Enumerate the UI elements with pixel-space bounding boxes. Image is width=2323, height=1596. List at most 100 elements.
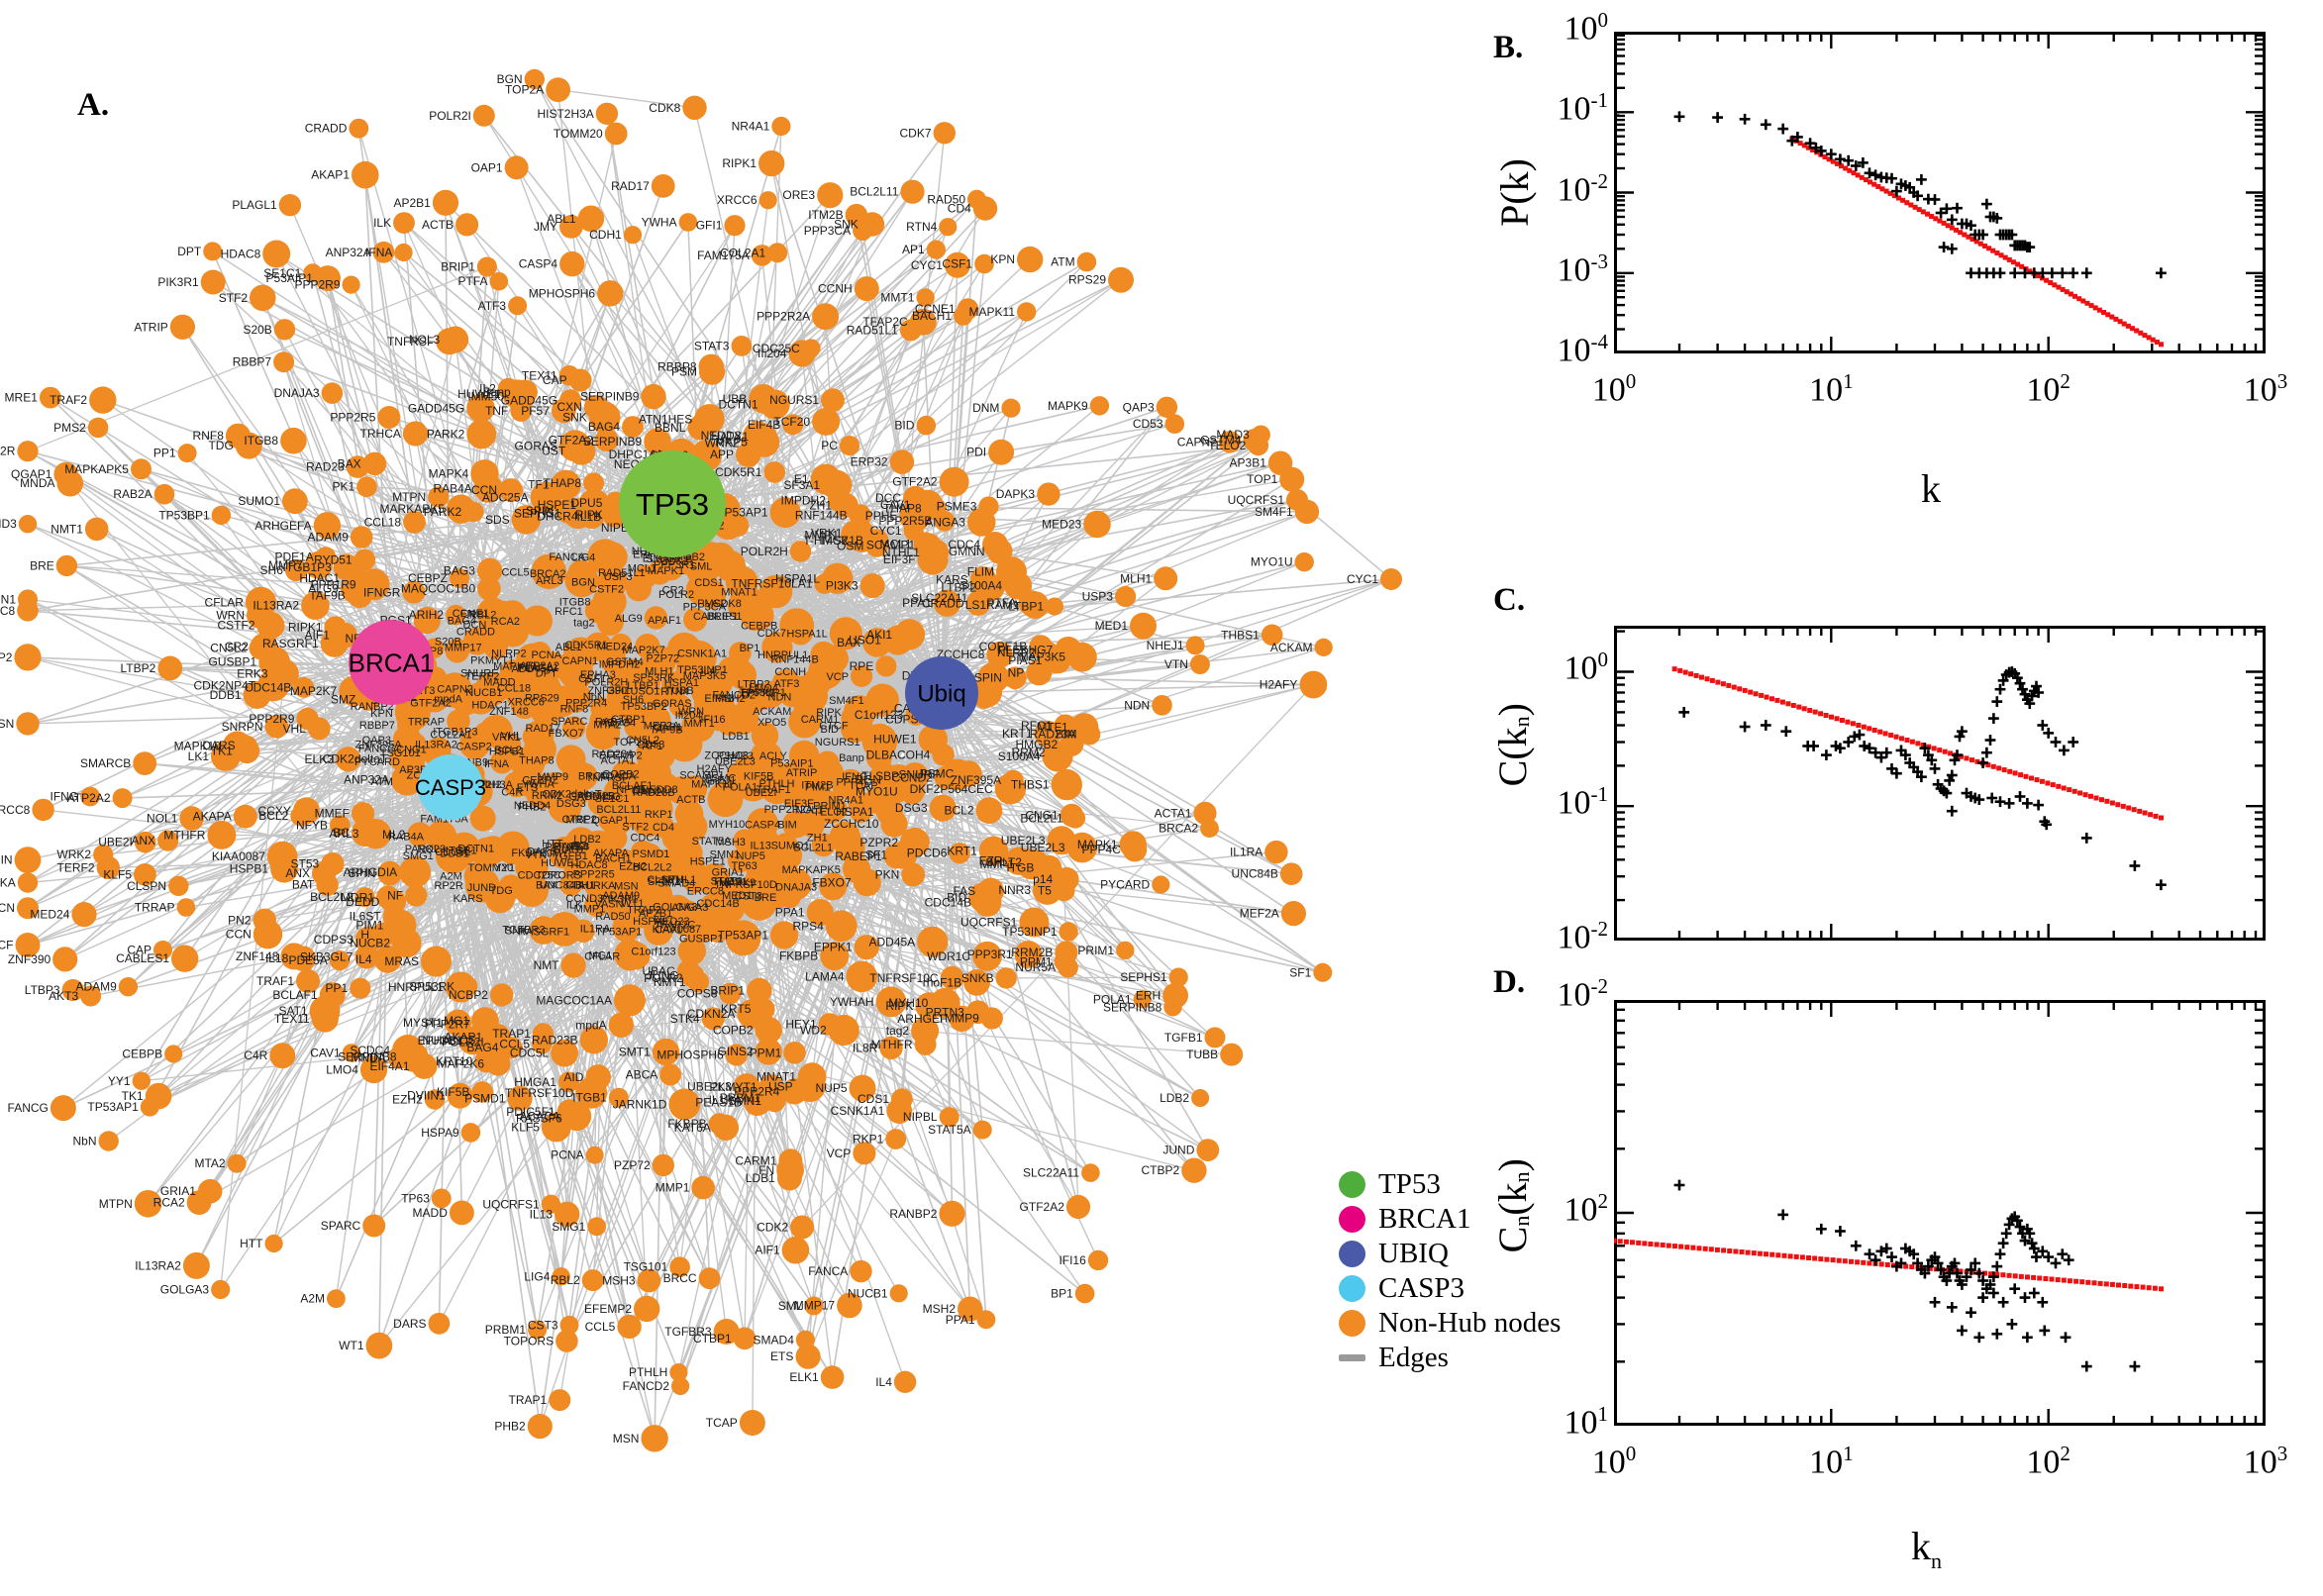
network-node[interactable]	[641, 1425, 668, 1452]
network-node[interactable]	[497, 377, 520, 400]
network-node[interactable]	[956, 760, 982, 787]
network-node[interactable]	[445, 971, 476, 1003]
network-node[interactable]	[1299, 670, 1328, 699]
network-node[interactable]	[476, 557, 503, 584]
network-node[interactable]	[222, 731, 252, 761]
network-node[interactable]	[865, 683, 899, 717]
network-node[interactable]	[644, 606, 668, 630]
network-node[interactable]	[316, 873, 339, 896]
network-node[interactable]	[577, 205, 605, 233]
network-node[interactable]	[779, 608, 815, 643]
network-node[interactable]	[551, 1039, 578, 1067]
network-node[interactable]	[978, 496, 999, 517]
network-node[interactable]	[972, 941, 1002, 971]
network-node[interactable]	[560, 952, 586, 978]
network-node[interactable]	[988, 439, 1015, 465]
network-node[interactable]	[17, 872, 39, 893]
network-node[interactable]	[685, 867, 710, 892]
network-node[interactable]	[622, 942, 651, 970]
network-node[interactable]	[795, 1344, 821, 1369]
network-node[interactable]	[755, 1038, 782, 1065]
network-node[interactable]	[1003, 666, 1027, 690]
network-node[interactable]	[1001, 398, 1021, 418]
network-node[interactable]	[1204, 1027, 1226, 1048]
network-node[interactable]	[446, 604, 466, 626]
network-node[interactable]	[679, 775, 708, 803]
network-node[interactable]	[930, 987, 960, 1019]
network-node[interactable]	[1060, 732, 1084, 756]
hub-node-ubiq[interactable]	[905, 656, 978, 730]
network-node[interactable]	[157, 655, 183, 681]
network-node[interactable]	[377, 406, 401, 429]
network-node[interactable]	[1083, 510, 1111, 539]
network-node[interactable]	[182, 1251, 210, 1279]
network-node[interactable]	[157, 830, 179, 851]
network-node[interactable]	[394, 243, 413, 262]
network-node[interactable]	[801, 339, 821, 358]
network-node[interactable]	[346, 455, 369, 478]
network-node[interactable]	[89, 386, 117, 414]
network-node[interactable]	[522, 605, 553, 637]
network-node[interactable]	[399, 855, 432, 888]
network-node[interactable]	[1054, 950, 1076, 972]
network-node[interactable]	[303, 263, 323, 283]
network-node[interactable]	[362, 451, 387, 476]
network-node[interactable]	[875, 798, 903, 826]
network-node[interactable]	[755, 1016, 782, 1045]
network-node[interactable]	[1164, 414, 1185, 435]
network-node[interactable]	[682, 95, 707, 121]
network-node[interactable]	[168, 875, 189, 896]
network-node[interactable]	[311, 1005, 339, 1033]
network-node[interactable]	[1218, 431, 1242, 453]
network-node[interactable]	[1078, 723, 1101, 746]
network-node[interactable]	[1081, 1163, 1100, 1182]
network-node[interactable]	[751, 245, 773, 266]
network-node[interactable]	[1016, 848, 1047, 880]
network-node[interactable]	[644, 428, 671, 455]
network-node[interactable]	[359, 1055, 388, 1084]
network-node[interactable]	[835, 768, 866, 800]
network-node[interactable]	[313, 512, 342, 540]
network-node[interactable]	[1156, 396, 1178, 418]
network-node[interactable]	[55, 554, 78, 577]
network-node[interactable]	[511, 747, 546, 781]
network-node[interactable]	[783, 1042, 806, 1064]
network-node[interactable]	[1047, 826, 1076, 855]
network-node[interactable]	[1076, 251, 1097, 272]
network-node[interactable]	[471, 1007, 499, 1035]
network-node[interactable]	[939, 1200, 965, 1227]
network-node[interactable]	[264, 1234, 283, 1253]
network-node[interactable]	[450, 568, 469, 588]
network-node[interactable]	[560, 682, 592, 713]
network-node[interactable]	[771, 669, 801, 699]
network-node[interactable]	[579, 1026, 608, 1054]
network-node[interactable]	[837, 1292, 862, 1319]
network-node[interactable]	[1089, 396, 1110, 416]
network-node[interactable]	[634, 564, 658, 588]
network-node[interactable]	[668, 1088, 701, 1121]
network-node[interactable]	[969, 566, 997, 593]
network-node[interactable]	[1168, 967, 1188, 987]
network-node[interactable]	[788, 740, 820, 771]
network-node[interactable]	[329, 949, 351, 971]
network-node[interactable]	[472, 104, 495, 127]
network-node[interactable]	[634, 1295, 660, 1323]
network-node[interactable]	[249, 637, 272, 660]
network-node[interactable]	[365, 1332, 393, 1359]
network-node[interactable]	[854, 276, 879, 302]
network-node[interactable]	[1279, 862, 1303, 885]
network-node[interactable]	[466, 394, 495, 423]
network-node[interactable]	[631, 762, 659, 792]
network-node[interactable]	[98, 1131, 119, 1151]
network-node[interactable]	[570, 762, 598, 790]
network-node[interactable]	[844, 518, 874, 549]
network-node[interactable]	[690, 673, 726, 709]
network-node[interactable]	[972, 1120, 992, 1140]
network-node[interactable]	[87, 417, 109, 439]
network-node[interactable]	[164, 1045, 183, 1063]
network-node[interactable]	[558, 655, 594, 690]
network-node[interactable]	[916, 415, 937, 436]
network-node[interactable]	[256, 611, 285, 640]
network-node[interactable]	[1294, 552, 1314, 572]
network-node[interactable]	[763, 461, 785, 483]
